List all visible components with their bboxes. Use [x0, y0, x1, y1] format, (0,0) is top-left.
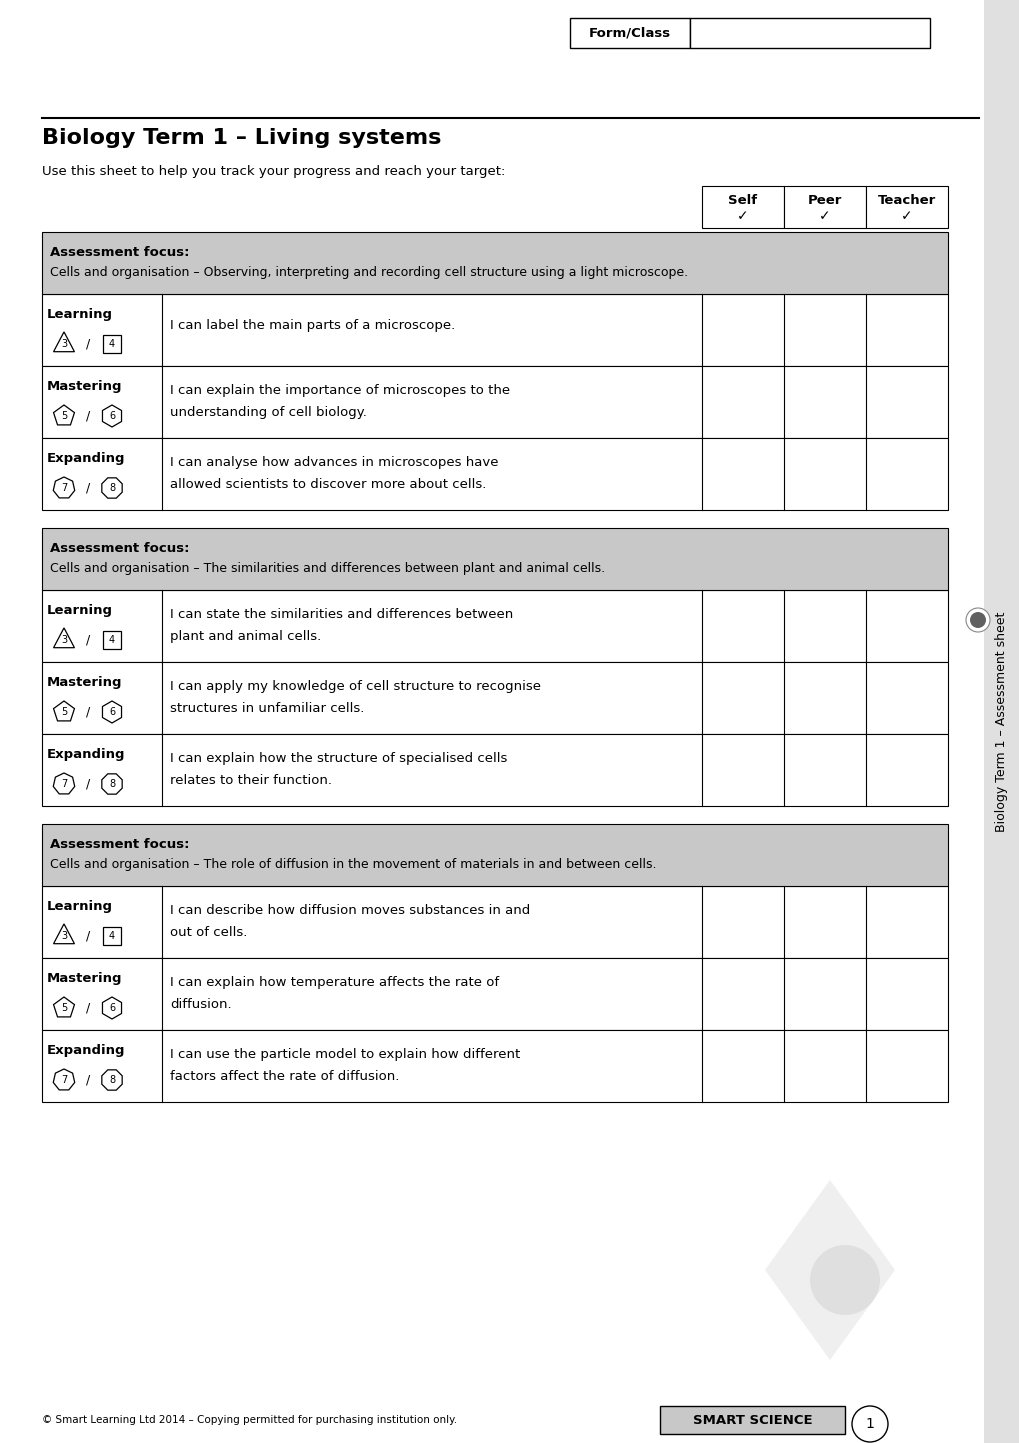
Text: Assessment focus:: Assessment focus:: [50, 838, 190, 851]
Bar: [42, 294, 947, 367]
Bar: [865, 186, 947, 228]
Bar: [784, 186, 865, 228]
Text: 6: 6: [109, 411, 115, 421]
Text: 8: 8: [109, 1075, 115, 1085]
Text: 4: 4: [109, 635, 115, 645]
Text: Expanding: Expanding: [47, 747, 125, 760]
Text: ✓: ✓: [818, 209, 830, 224]
Bar: [103, 335, 121, 354]
Bar: [42, 958, 947, 1030]
Text: Use this sheet to help you track your progress and reach your target:: Use this sheet to help you track your pr…: [42, 165, 504, 177]
Bar: [983, 0, 1019, 1443]
Text: Biology Term 1 – Assessment sheet: Biology Term 1 – Assessment sheet: [995, 612, 1008, 831]
Text: allowed scientists to discover more about cells.: allowed scientists to discover more abou…: [170, 478, 486, 491]
Text: understanding of cell biology.: understanding of cell biology.: [170, 405, 367, 418]
Text: 3: 3: [61, 339, 67, 349]
Text: 4: 4: [109, 339, 115, 349]
Text: Expanding: Expanding: [47, 1043, 125, 1058]
Text: © Smart Learning Ltd 2014 – Copying permitted for purchasing institution only.: © Smart Learning Ltd 2014 – Copying perm…: [42, 1416, 457, 1426]
Text: /: /: [86, 338, 90, 351]
Text: /: /: [86, 482, 90, 495]
Text: I can use the particle model to explain how different: I can use the particle model to explain …: [170, 1048, 520, 1061]
Text: 7: 7: [61, 779, 67, 789]
Text: Mastering: Mastering: [47, 675, 122, 688]
Text: 8: 8: [109, 779, 115, 789]
Bar: [103, 631, 121, 649]
Bar: [42, 734, 947, 807]
Text: I can explain how temperature affects the rate of: I can explain how temperature affects th…: [170, 975, 498, 988]
Text: 4: 4: [109, 931, 115, 941]
Text: /: /: [86, 929, 90, 942]
Bar: [689, 17, 929, 48]
Bar: [701, 186, 784, 228]
Text: ✓: ✓: [737, 209, 748, 224]
Text: relates to their function.: relates to their function.: [170, 773, 331, 786]
Text: 7: 7: [61, 1075, 67, 1085]
Text: Self: Self: [728, 193, 757, 206]
Bar: [103, 926, 121, 945]
Polygon shape: [764, 1180, 894, 1359]
Text: Assessment focus:: Assessment focus:: [50, 245, 190, 258]
Text: I can label the main parts of a microscope.: I can label the main parts of a microsco…: [170, 319, 454, 332]
Text: Assessment focus:: Assessment focus:: [50, 543, 190, 556]
Text: I can analyse how advances in microscopes have: I can analyse how advances in microscope…: [170, 456, 498, 469]
Text: 6: 6: [109, 1003, 115, 1013]
Text: Cells and organisation – The role of diffusion in the movement of materials in a: Cells and organisation – The role of dif…: [50, 859, 656, 872]
Text: /: /: [86, 1001, 90, 1014]
Text: /: /: [86, 633, 90, 646]
Circle shape: [969, 612, 985, 628]
Circle shape: [965, 608, 989, 632]
Text: 5: 5: [61, 707, 67, 717]
Bar: [659, 1405, 844, 1434]
Text: Mastering: Mastering: [47, 973, 122, 986]
Text: I can explain how the structure of specialised cells: I can explain how the structure of speci…: [170, 752, 506, 765]
Text: /: /: [86, 410, 90, 423]
Text: 3: 3: [61, 635, 67, 645]
Circle shape: [809, 1245, 879, 1315]
Text: /: /: [86, 706, 90, 719]
Text: Expanding: Expanding: [47, 452, 125, 465]
Text: Biology Term 1 – Living systems: Biology Term 1 – Living systems: [42, 128, 441, 149]
Text: I can apply my knowledge of cell structure to recognise: I can apply my knowledge of cell structu…: [170, 680, 540, 693]
Text: 6: 6: [109, 707, 115, 717]
Text: ✓: ✓: [901, 209, 912, 224]
Text: SMART SCIENCE: SMART SCIENCE: [692, 1414, 811, 1427]
Text: 1: 1: [865, 1417, 873, 1431]
Text: Learning: Learning: [47, 307, 113, 320]
Text: 5: 5: [61, 1003, 67, 1013]
Bar: [42, 367, 947, 439]
Text: Learning: Learning: [47, 605, 113, 618]
Bar: [42, 1030, 947, 1102]
Text: Learning: Learning: [47, 900, 113, 913]
Bar: [42, 439, 947, 509]
Text: Peer: Peer: [807, 193, 842, 206]
Text: factors affect the rate of diffusion.: factors affect the rate of diffusion.: [170, 1071, 399, 1084]
Bar: [42, 662, 947, 734]
Text: structures in unfamiliar cells.: structures in unfamiliar cells.: [170, 701, 364, 714]
Text: out of cells.: out of cells.: [170, 926, 248, 939]
Text: 3: 3: [61, 931, 67, 941]
Text: /: /: [86, 778, 90, 791]
Circle shape: [851, 1405, 888, 1442]
Bar: [42, 528, 947, 590]
Text: I can explain the importance of microscopes to the: I can explain the importance of microsco…: [170, 384, 509, 397]
Bar: [42, 232, 947, 294]
Text: plant and animal cells.: plant and animal cells.: [170, 631, 321, 644]
Bar: [42, 824, 947, 886]
Text: Cells and organisation – Observing, interpreting and recording cell structure us: Cells and organisation – Observing, inte…: [50, 266, 688, 278]
Text: I can state the similarities and differences between: I can state the similarities and differe…: [170, 608, 513, 620]
Text: Cells and organisation – The similarities and differences between plant and anim: Cells and organisation – The similaritie…: [50, 561, 604, 574]
Bar: [570, 17, 689, 48]
Text: Teacher: Teacher: [877, 193, 935, 206]
Text: 5: 5: [61, 411, 67, 421]
Bar: [42, 886, 947, 958]
Text: diffusion.: diffusion.: [170, 999, 231, 1012]
Text: /: /: [86, 1074, 90, 1087]
Bar: [42, 590, 947, 662]
Text: Form/Class: Form/Class: [588, 26, 671, 39]
Text: 7: 7: [61, 483, 67, 494]
Text: 8: 8: [109, 483, 115, 494]
Text: Mastering: Mastering: [47, 380, 122, 392]
Text: I can describe how diffusion moves substances in and: I can describe how diffusion moves subst…: [170, 903, 530, 916]
